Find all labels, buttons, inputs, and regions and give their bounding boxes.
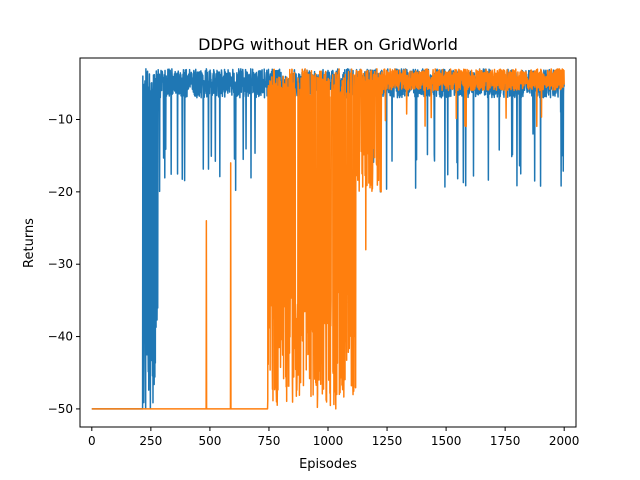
x-tick-label: 1000: [313, 434, 344, 448]
x-tick-label: 1250: [372, 434, 403, 448]
chart-title: DDPG without HER on GridWorld: [198, 35, 458, 54]
series-layer: [91, 68, 565, 410]
x-tick-label: 1750: [490, 434, 521, 448]
x-tick-label: 2000: [549, 434, 580, 448]
x-axis-label: Episodes: [299, 457, 357, 472]
series-line-2: [91, 68, 565, 410]
series-line-1: [91, 68, 565, 410]
y-tick-label: −40: [48, 330, 73, 344]
x-tick-label: 1500: [431, 434, 462, 448]
y-tick-label: −30: [48, 257, 73, 271]
x-tick-label: 500: [198, 434, 221, 448]
y-tick-label: −10: [48, 113, 73, 127]
y-axis-label: Returns: [22, 218, 37, 268]
y-axis: −50 −40 −30 −20 −10: [48, 113, 80, 416]
y-tick-label: −20: [48, 185, 73, 199]
x-tick-label: 250: [139, 434, 162, 448]
x-tick-label: 750: [257, 434, 280, 448]
y-tick-label: −50: [48, 402, 73, 416]
x-tick-label: 0: [88, 434, 96, 448]
x-axis: 0 250 500 750 1000 1250 1500 1750 2000: [88, 427, 579, 448]
